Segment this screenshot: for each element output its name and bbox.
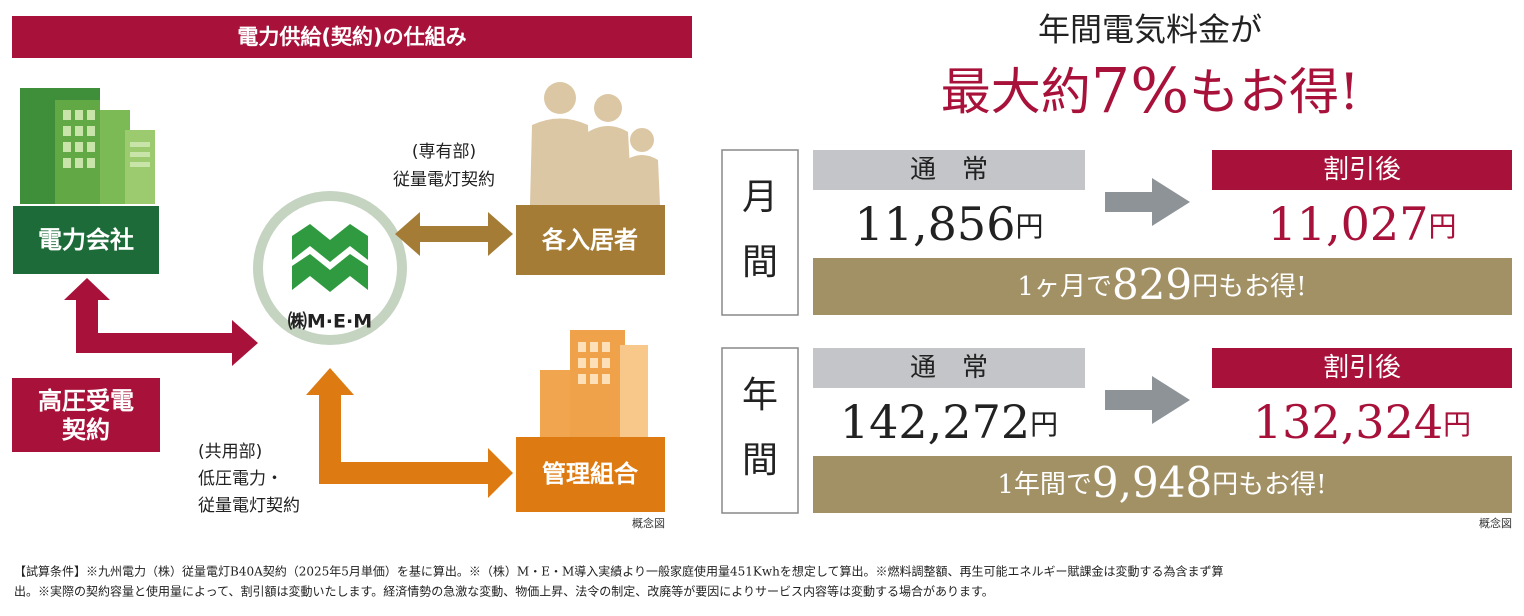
management-box: [516, 437, 665, 512]
period-box: [721, 347, 799, 514]
arrow: [76, 300, 258, 366]
saving-amount: 9,948: [1092, 458, 1212, 507]
management: 管理組合: [542, 460, 639, 488]
saving-text: 円もお得!: [1192, 272, 1306, 302]
left-title: 電力供給(契約)の仕組み: [237, 25, 466, 49]
normal-label-bg: [813, 348, 1085, 388]
normal-label: 通 常: [910, 353, 988, 383]
arrow: [1105, 376, 1190, 424]
saving-bar: [813, 456, 1512, 513]
arrow: [1105, 178, 1190, 226]
period: 年: [742, 375, 778, 416]
residents-box: [516, 205, 665, 275]
mem-name: ㈱M·E·M: [288, 311, 372, 333]
building-icon: [20, 88, 155, 206]
people-icon: [530, 82, 660, 205]
saving-amount: 829: [1112, 260, 1192, 309]
high-voltage: 高圧受電: [38, 387, 134, 415]
highlight-number: 7%: [1091, 54, 1189, 127]
discount-price: 11,027円: [1268, 197, 1457, 251]
discount-label: 割引後: [1323, 155, 1401, 185]
note: 概念図: [632, 516, 665, 530]
high-voltage: 契約: [62, 416, 110, 444]
saving-text: 1ヶ月で: [1017, 272, 1112, 302]
highlight-part: 最大約: [941, 63, 1091, 121]
common-label: 低圧電力・: [198, 469, 283, 489]
footer-line: 【試算条件】※九州電力（株）従量電灯B40A契約（2025年5月単価）を基に算出…: [14, 564, 1224, 579]
saving: 1年間で9,948円もお得!: [997, 458, 1326, 507]
power-company: 電力会社: [38, 226, 134, 254]
mem-circle: [253, 191, 407, 345]
normal-price: 11,856円: [855, 197, 1044, 251]
discount-price: 132,324円: [1253, 395, 1471, 449]
value: 11,027: [1268, 197, 1429, 251]
unit: 円: [1015, 210, 1043, 243]
footer-line: 出。※実際の契約容量と使用量によって、割引額は変動いたします。経済情勢の急激な変…: [14, 584, 994, 599]
saving-bar: [813, 258, 1512, 315]
power-company-box: [11, 204, 161, 276]
note: 概念図: [1479, 516, 1512, 530]
mem-logo: [292, 254, 368, 292]
discount-label-bg: [1212, 150, 1512, 190]
high-voltage-box: [12, 378, 160, 452]
mem-logo: [292, 224, 368, 262]
normal-price: 142,272円: [840, 395, 1058, 449]
unit: 円: [1428, 210, 1456, 243]
normal-label: 通 常: [910, 155, 988, 185]
unit: 円: [1030, 408, 1058, 441]
title-bar: [12, 16, 692, 58]
period-box: [721, 149, 799, 316]
arrow: [306, 368, 513, 498]
private-label: (専有部): [412, 142, 476, 162]
residents: 各入居者: [541, 226, 638, 254]
headline: 年間電気料金が: [1038, 11, 1262, 49]
value: 142,272: [840, 395, 1030, 449]
arrow: [64, 278, 110, 353]
common-label: 従量電灯契約: [198, 496, 300, 516]
value: 132,324: [1253, 395, 1443, 449]
discount-label-bg: [1212, 348, 1512, 388]
saving-text: 1年間で: [997, 470, 1092, 500]
private-label: 従量電灯契約: [393, 170, 495, 190]
highlight: 最大約7%もお得!: [941, 54, 1359, 127]
double-arrow: [395, 212, 513, 256]
discount-label: 割引後: [1323, 353, 1401, 383]
period: 月: [742, 177, 778, 218]
value: 11,856: [855, 197, 1016, 251]
unit: 円: [1443, 408, 1471, 441]
period: 間: [742, 242, 778, 283]
saving-text: 円もお得!: [1212, 470, 1326, 500]
saving: 1ヶ月で829円もお得!: [1017, 260, 1306, 309]
highlight-part: もお得!: [1189, 63, 1359, 121]
normal-label-bg: [813, 150, 1085, 190]
building-icon: [540, 330, 648, 437]
period: 間: [742, 440, 778, 481]
common-label: (共用部): [198, 442, 262, 462]
